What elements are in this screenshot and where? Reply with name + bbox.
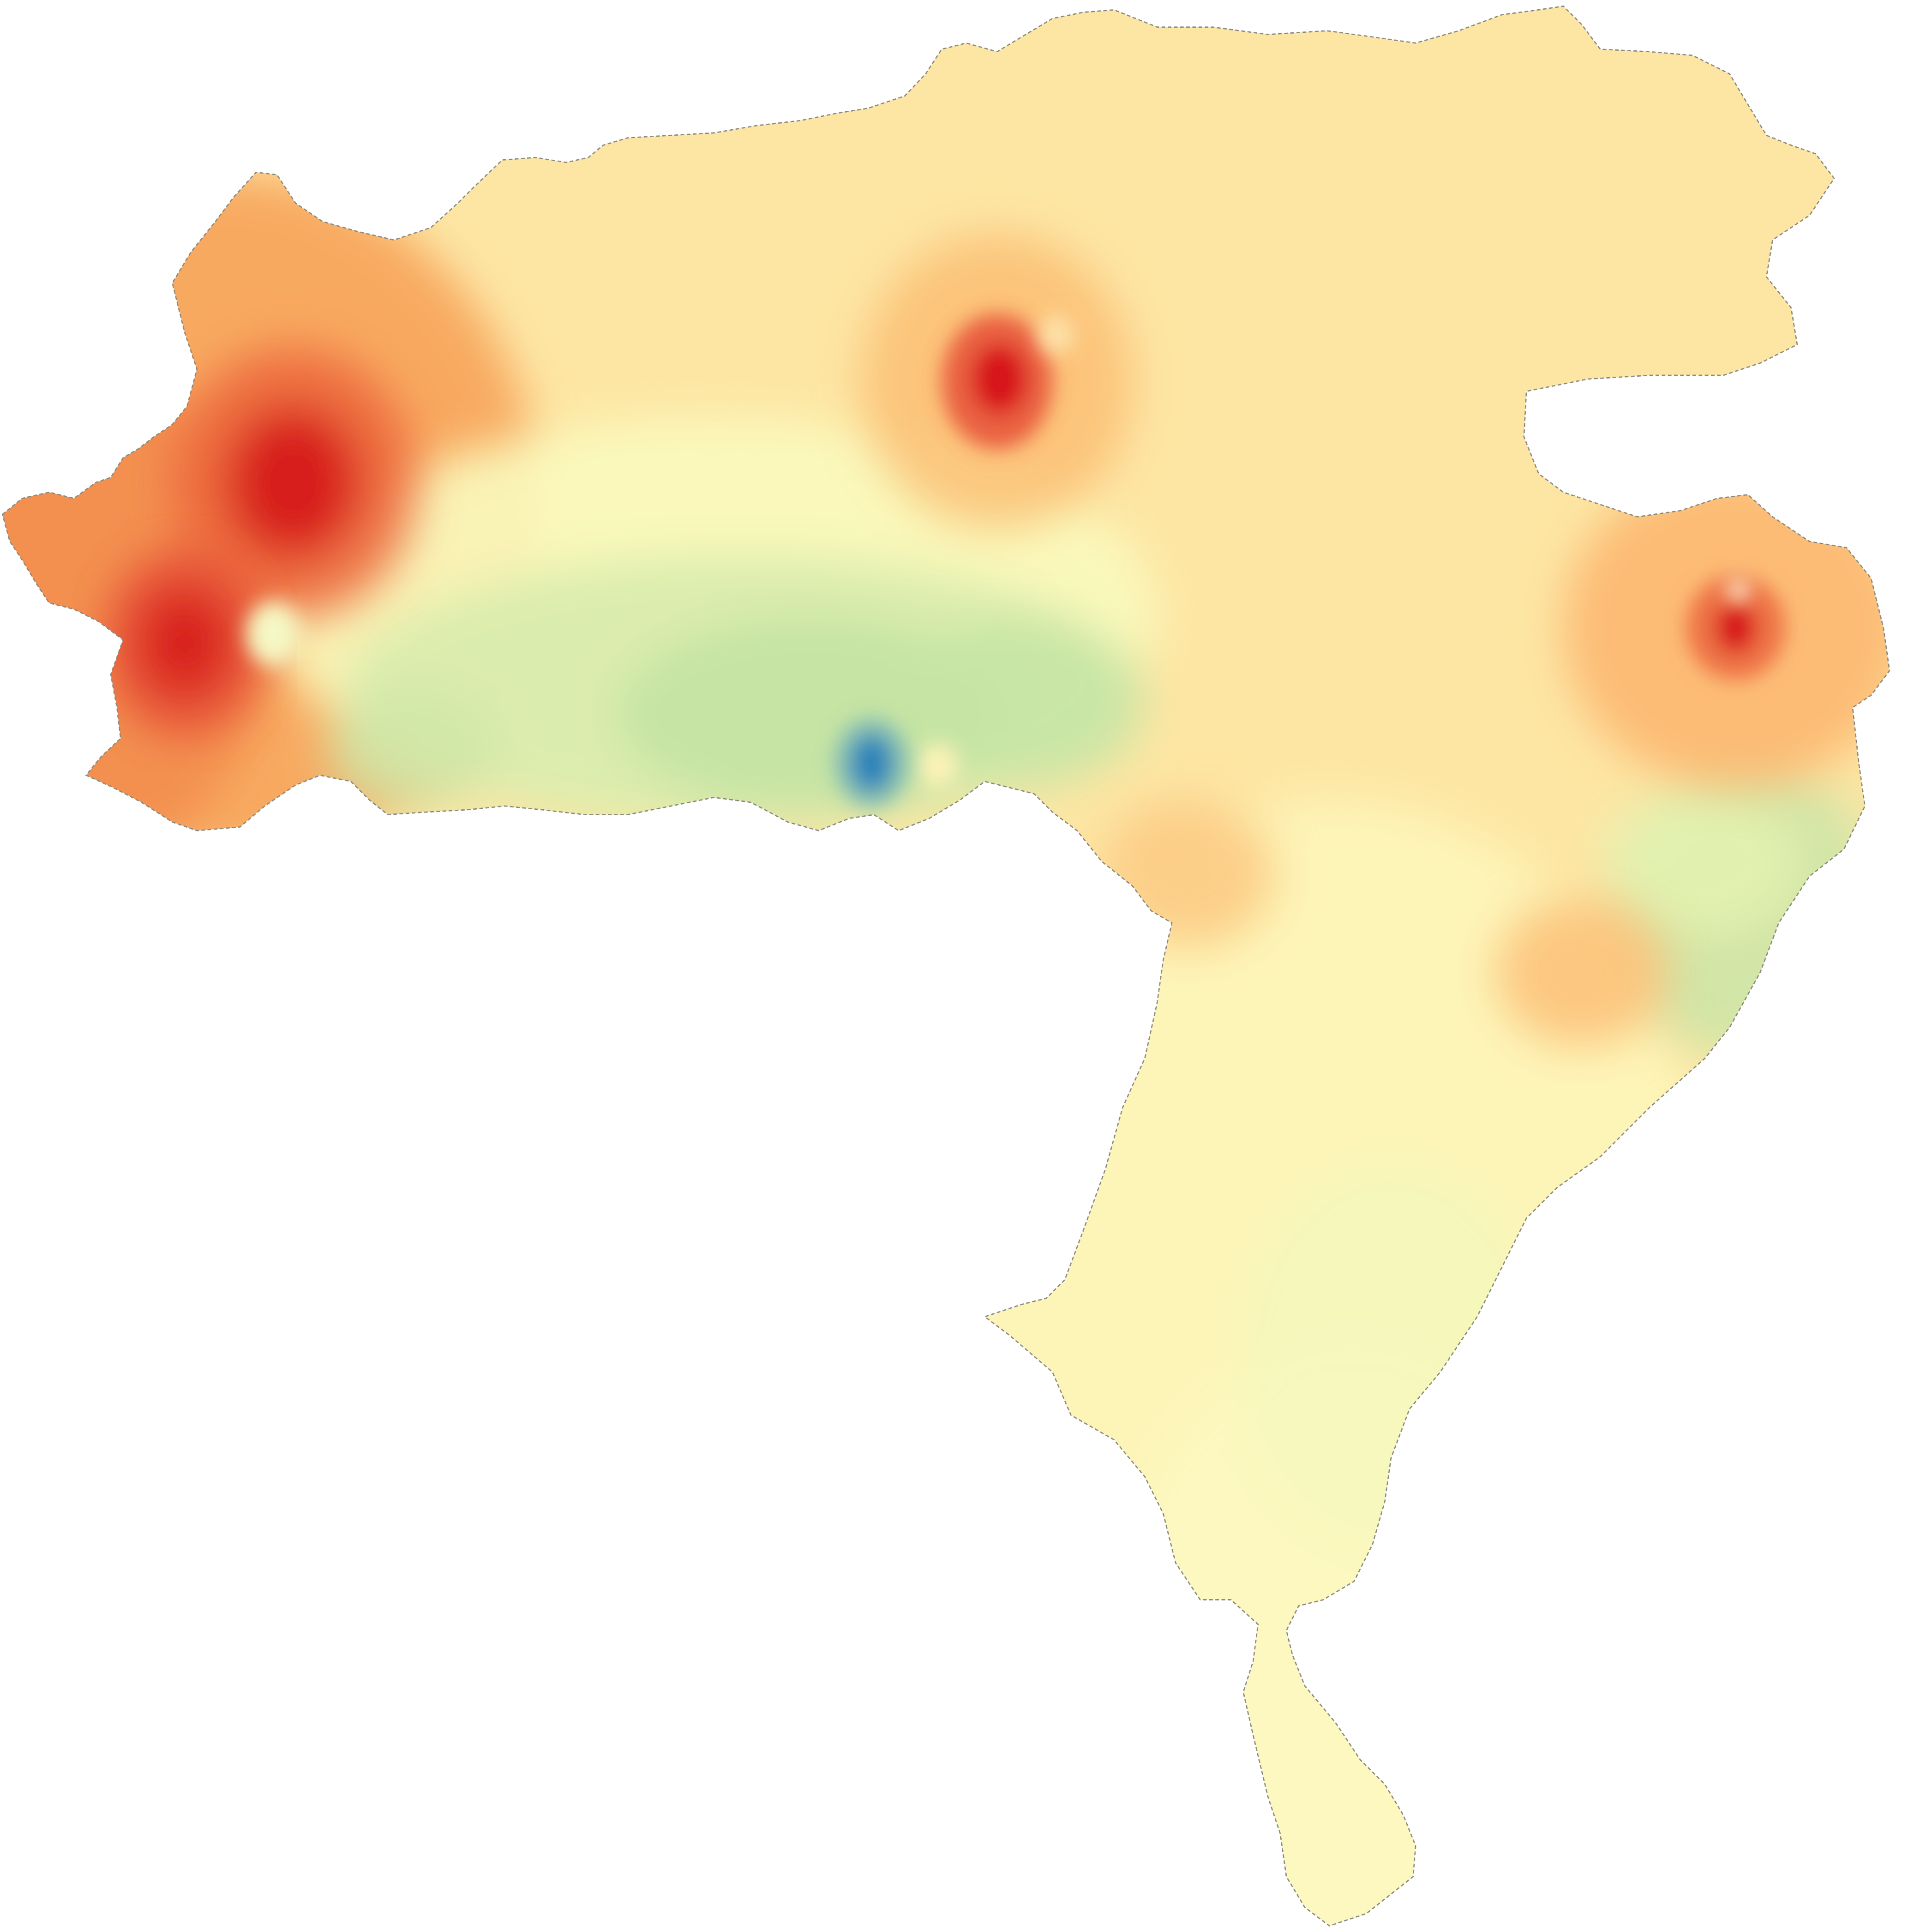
pale-points <box>246 315 1748 788</box>
central-green-zone <box>270 418 1158 825</box>
hotspot-northwest <box>170 347 416 618</box>
hotspot-east <box>1686 576 1785 680</box>
hotspot-north-central <box>942 313 1053 449</box>
lowspot-south-central <box>834 718 909 807</box>
hotspot-west <box>104 550 265 735</box>
